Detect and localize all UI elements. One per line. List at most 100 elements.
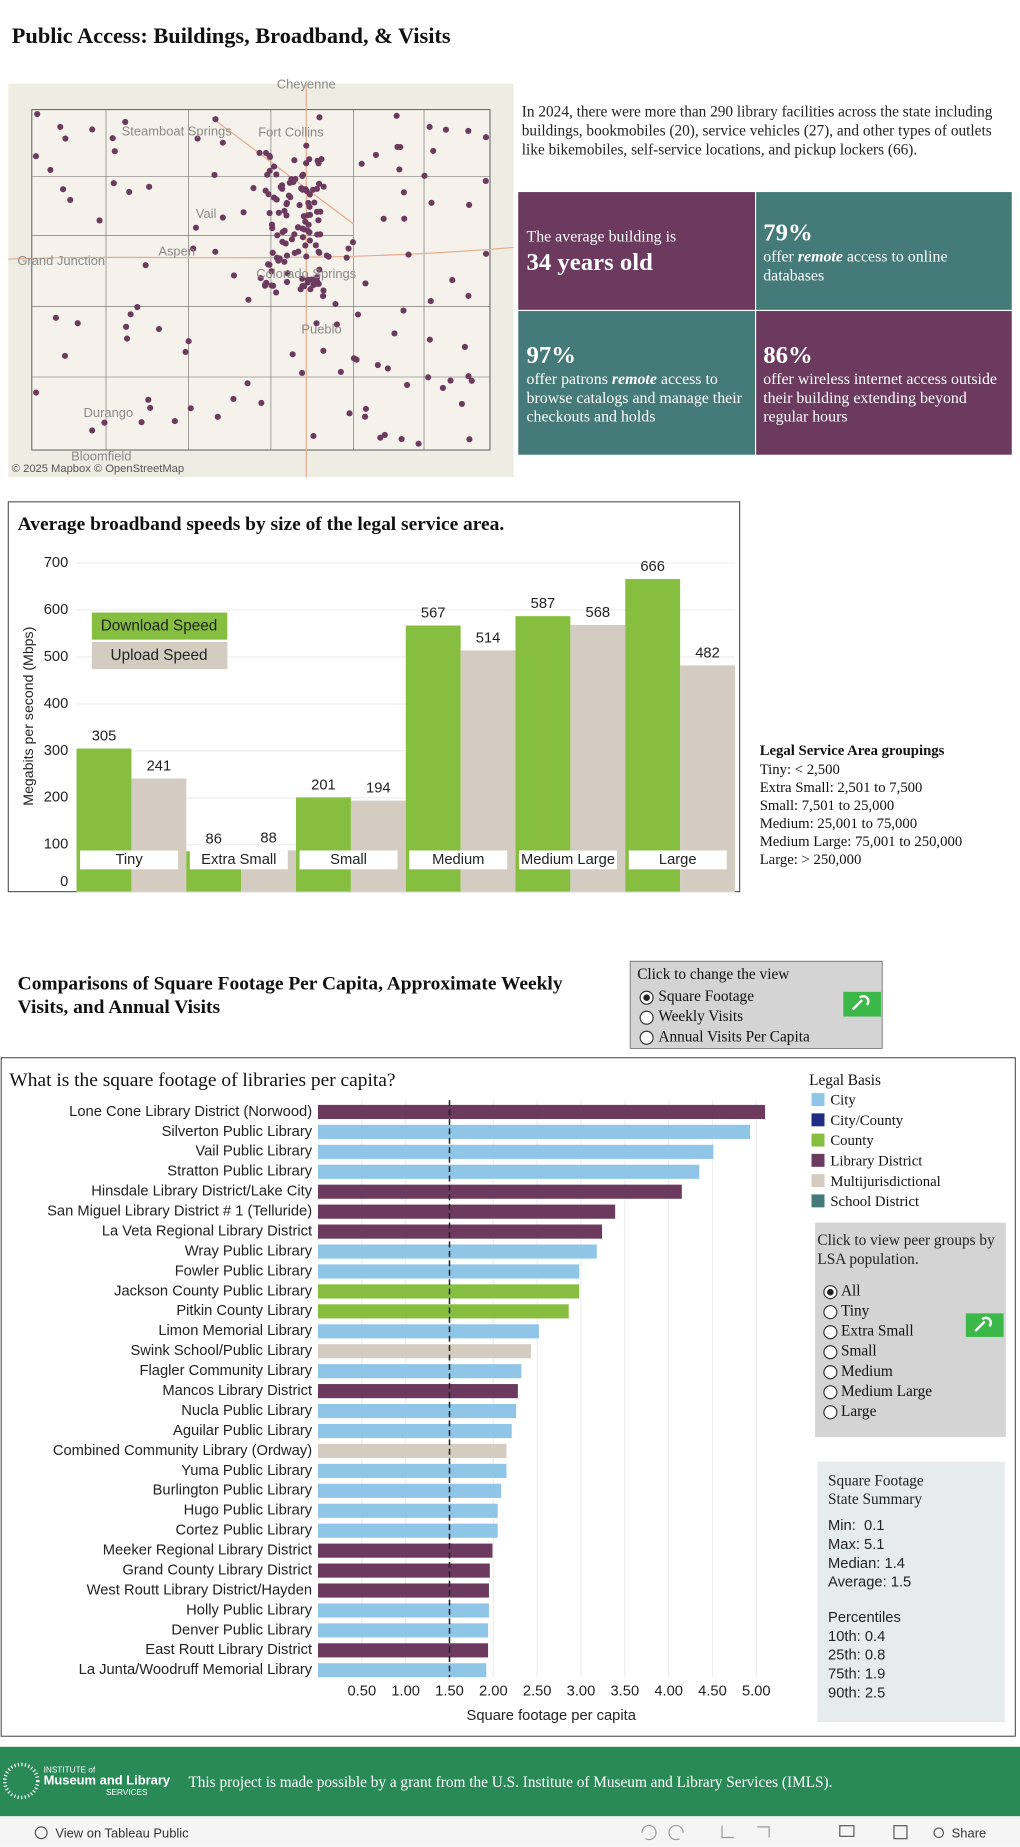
facility-dot [311,199,318,206]
facility-dot [442,126,450,133]
radio-label: Square Footage [658,988,754,1005]
facility-dot [307,286,314,293]
share-icon[interactable] [933,1827,945,1839]
section-title: Comparisons of Square Footage Per Capita… [17,971,563,1018]
legend-label: Download Speed [101,618,218,635]
bar [318,1144,714,1159]
stat-emphasis: remote [611,369,657,388]
button-icon [974,1316,992,1332]
peer-prompt-box: Click to view peer groups by LSA populat… [817,1231,994,1268]
square-footage-chart: What is the square footage of libraries … [9,1070,940,1724]
fullscreen-icon[interactable] [893,1825,908,1840]
facility-dot [134,303,141,311]
device-icon[interactable] [839,1825,855,1837]
facility-dot [354,311,362,318]
radio[interactable] [823,1305,838,1320]
bar [318,1483,502,1498]
facility-dot [32,389,40,396]
share[interactable]: Share [952,1825,987,1840]
radio[interactable] [823,1385,838,1400]
radio-dot [827,1288,834,1296]
facility-dot [262,187,269,194]
toolbar-icons[interactable] [641,1824,770,1841]
legend-swatch [811,1153,825,1167]
bar [318,1603,489,1618]
facility-dot [426,336,433,343]
stat-card [518,311,755,455]
facility-dot [316,180,323,187]
radio-label: Tiny [841,1303,870,1320]
stat-text: 79% offer remote access to online databas… [763,217,1004,285]
facility-dot [268,268,275,275]
y-tick-label: Flagler Community Library [140,1363,313,1379]
facility-dot [214,413,221,420]
facility-dot [428,199,435,206]
category-label-box [519,850,617,870]
x-tick-label: Tiny [115,852,143,868]
bar [625,579,681,892]
radio[interactable] [823,1345,838,1360]
radio[interactable] [639,1030,654,1045]
groupings-line: Tiny: < 2,500 [760,762,840,778]
facility-dot [430,147,437,154]
y-tick-label: Holly Public Library [186,1602,313,1618]
facility-dot [400,189,407,196]
view-on-tableau[interactable]: View on Tableau Public [55,1825,189,1840]
radio[interactable] [639,1010,654,1025]
map-attribution: © 2025 Mapbox © OpenStreetMap [12,463,184,475]
category-label-box [628,850,727,870]
facility-dot [310,281,317,289]
facility-dot [306,156,313,163]
facility-dot [295,248,302,255]
bar [318,1244,597,1259]
radio-label: Small [841,1343,877,1360]
facility-dot [281,207,288,214]
facility-dot [230,395,237,403]
radio-label: Weekly Visits [658,1008,743,1025]
facility-dot [256,149,263,156]
facility-dot [405,251,412,258]
radio[interactable] [823,1325,838,1340]
stat-big: 97% [526,340,576,369]
facility-dot [122,118,129,126]
facility-dot [315,248,322,255]
view-control [629,960,883,1049]
facility-dot [393,112,400,119]
bar [318,1503,498,1518]
facility-dot [34,110,41,118]
radio[interactable] [823,1405,838,1420]
legend-swatch [811,1093,825,1107]
bar [76,748,132,892]
y-tick-label: Hinsdale Library District/Lake City [91,1184,312,1200]
y-tick-label: 600 [44,602,69,618]
map-label: Grand Junction [17,253,105,268]
chart-title: What is the square footage of libraries … [9,1070,395,1091]
facility-dot [300,213,307,220]
stat-text-part: offer [763,247,798,266]
facility-dot [296,202,303,209]
radio[interactable] [823,1365,838,1380]
facility-dot [57,123,64,130]
y-tick-label: 300 [44,743,69,759]
y-tick-label: West Routt Library District/Hayden [87,1582,313,1598]
bar [318,1184,682,1199]
facility-dot [194,135,201,142]
bar [318,1284,580,1299]
facility-dot [274,232,281,239]
facility-dot [377,434,384,441]
groupings-title: Legal Service Area groupings [760,743,945,759]
stat-card [756,311,1012,455]
facility-dot [279,238,286,245]
facility-dot [415,440,422,447]
facility-dot [304,279,311,286]
facility-dot [171,418,178,425]
facility-dot [283,252,291,259]
legend-label: Upload Speed [111,647,208,664]
facility-dot [187,405,194,412]
facility-dot [320,183,327,190]
x-tick-label: 4.00 [654,1683,683,1699]
facility-dot [211,171,218,178]
facility-dot [302,242,309,249]
facility-dot [319,293,327,300]
